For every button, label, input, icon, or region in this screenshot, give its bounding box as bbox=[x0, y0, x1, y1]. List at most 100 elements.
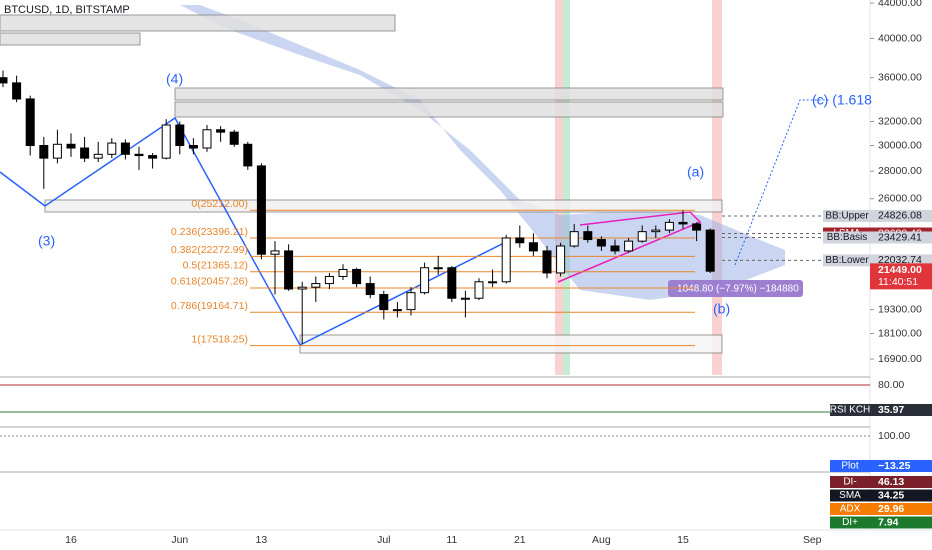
y-tick-label: 16900.00 bbox=[878, 353, 922, 365]
candle-body bbox=[0, 77, 8, 84]
readout-value: 29.96 bbox=[878, 503, 904, 515]
candle-body bbox=[25, 98, 35, 147]
candle-body bbox=[324, 275, 334, 285]
readout-value: 46.13 bbox=[878, 476, 904, 488]
readout-name: RSI KCH bbox=[830, 405, 871, 416]
y-tick-label: 28000.00 bbox=[878, 165, 922, 177]
candle-body bbox=[610, 245, 620, 252]
candle-body bbox=[297, 286, 307, 290]
readout-name-box bbox=[830, 503, 870, 515]
candle-body bbox=[134, 153, 144, 157]
readout-value-box bbox=[870, 503, 932, 515]
osc-level-label: 100.00 bbox=[878, 430, 910, 442]
candle-body bbox=[270, 250, 280, 255]
candle-body bbox=[488, 281, 498, 284]
candle-body bbox=[705, 229, 715, 272]
last-price: 21449.00 bbox=[878, 264, 922, 276]
fib-label: 0(25212.00) bbox=[191, 198, 248, 210]
fib-label: 0.786(19164.71) bbox=[171, 300, 248, 312]
readout-name-box bbox=[830, 404, 870, 416]
wave-label: (b) bbox=[713, 301, 730, 317]
indicator-value: 23429.41 bbox=[878, 231, 922, 243]
indicator-name: BB:Basis bbox=[827, 232, 868, 243]
candle-body bbox=[664, 221, 674, 231]
candle-body bbox=[501, 237, 511, 283]
candle-body bbox=[678, 221, 688, 225]
y-tick-label: 26000.00 bbox=[878, 193, 922, 205]
candle-body bbox=[243, 143, 253, 167]
y-tick-label: 36000.00 bbox=[878, 71, 922, 83]
readout-value-box bbox=[870, 476, 932, 488]
x-tick-label: Sep bbox=[803, 534, 822, 546]
zones bbox=[0, 14, 724, 354]
value-box bbox=[870, 209, 932, 222]
candle-body bbox=[379, 294, 389, 311]
candle-body bbox=[624, 240, 634, 252]
candle-body bbox=[542, 250, 552, 274]
candle-body bbox=[352, 268, 362, 285]
readout-name: DI- bbox=[843, 477, 856, 488]
readout-value: 35.97 bbox=[878, 404, 904, 416]
candle-body bbox=[311, 283, 321, 288]
readout-value: −13.25 bbox=[878, 460, 911, 472]
x-tick-label: 21 bbox=[514, 534, 526, 546]
candle-body bbox=[651, 229, 661, 233]
chart-title: BTCUSD, 1D, BITSTAMP bbox=[4, 4, 130, 16]
readout-value: 7.94 bbox=[878, 516, 899, 528]
candle-body bbox=[528, 242, 538, 252]
y-tick-label: 30000.00 bbox=[878, 139, 922, 151]
measure-box bbox=[668, 280, 803, 297]
wave-label: (a) bbox=[687, 164, 704, 180]
ichimoku-cloud bbox=[180, 5, 785, 300]
candle-body bbox=[66, 143, 76, 149]
indicator-name: BB:Lower bbox=[825, 255, 869, 266]
wave-label: (3) bbox=[38, 233, 55, 249]
label-box bbox=[823, 231, 871, 244]
y-tick-label: 44000.00 bbox=[878, 0, 922, 9]
readout-value-box bbox=[870, 516, 932, 529]
candle-body bbox=[474, 281, 484, 299]
candle-body bbox=[284, 250, 294, 290]
candle-body bbox=[515, 237, 525, 244]
fib-label: 0.5(21365.12) bbox=[183, 260, 248, 272]
candle-body bbox=[392, 309, 402, 312]
candle-body bbox=[175, 124, 185, 147]
candle-body bbox=[229, 131, 239, 145]
readout-name-box bbox=[830, 476, 870, 488]
x-tick-label: Jun bbox=[171, 534, 188, 546]
x-tick-label: 16 bbox=[65, 534, 77, 546]
y-tick-label: 18100.00 bbox=[878, 327, 922, 339]
readout-name: DI+ bbox=[842, 517, 858, 528]
highlight-band bbox=[563, 0, 570, 375]
candle-body bbox=[52, 143, 62, 159]
candle-body bbox=[256, 165, 266, 255]
candle-body bbox=[406, 292, 416, 311]
last-price-marker bbox=[870, 263, 932, 290]
candle-body bbox=[460, 297, 470, 300]
fib-label: 0.236(23396.21) bbox=[171, 226, 248, 238]
readout-name: SMA bbox=[839, 490, 861, 501]
candle-body bbox=[188, 145, 198, 149]
indicator-name: BB:Upper bbox=[825, 211, 869, 222]
fib-label: 0.382(22272.99) bbox=[171, 244, 248, 256]
y-tick-label: 19300.00 bbox=[878, 303, 922, 315]
readout-value-box bbox=[870, 404, 932, 416]
readout-name-box bbox=[830, 516, 870, 529]
candle-body bbox=[692, 223, 702, 231]
readout-value: 34.25 bbox=[878, 489, 904, 501]
candle-body bbox=[420, 267, 430, 294]
y-tick-label: 40000.00 bbox=[878, 32, 922, 44]
fib-label: 0.618(20457.26) bbox=[171, 276, 248, 288]
candle-body bbox=[93, 153, 103, 159]
readout-name: Plot bbox=[841, 461, 858, 472]
readout-name-box bbox=[830, 460, 870, 472]
rsi-level-label: 80.00 bbox=[878, 379, 904, 391]
readout-value-box bbox=[870, 489, 932, 502]
projection bbox=[734, 99, 830, 266]
fib-label: 1(17518.25) bbox=[191, 333, 248, 345]
candle-body bbox=[202, 129, 212, 149]
candle-body bbox=[433, 267, 443, 270]
wave-label: (c) (1.618 bbox=[812, 92, 872, 108]
candle-body bbox=[637, 231, 647, 242]
candle-body bbox=[338, 268, 348, 277]
